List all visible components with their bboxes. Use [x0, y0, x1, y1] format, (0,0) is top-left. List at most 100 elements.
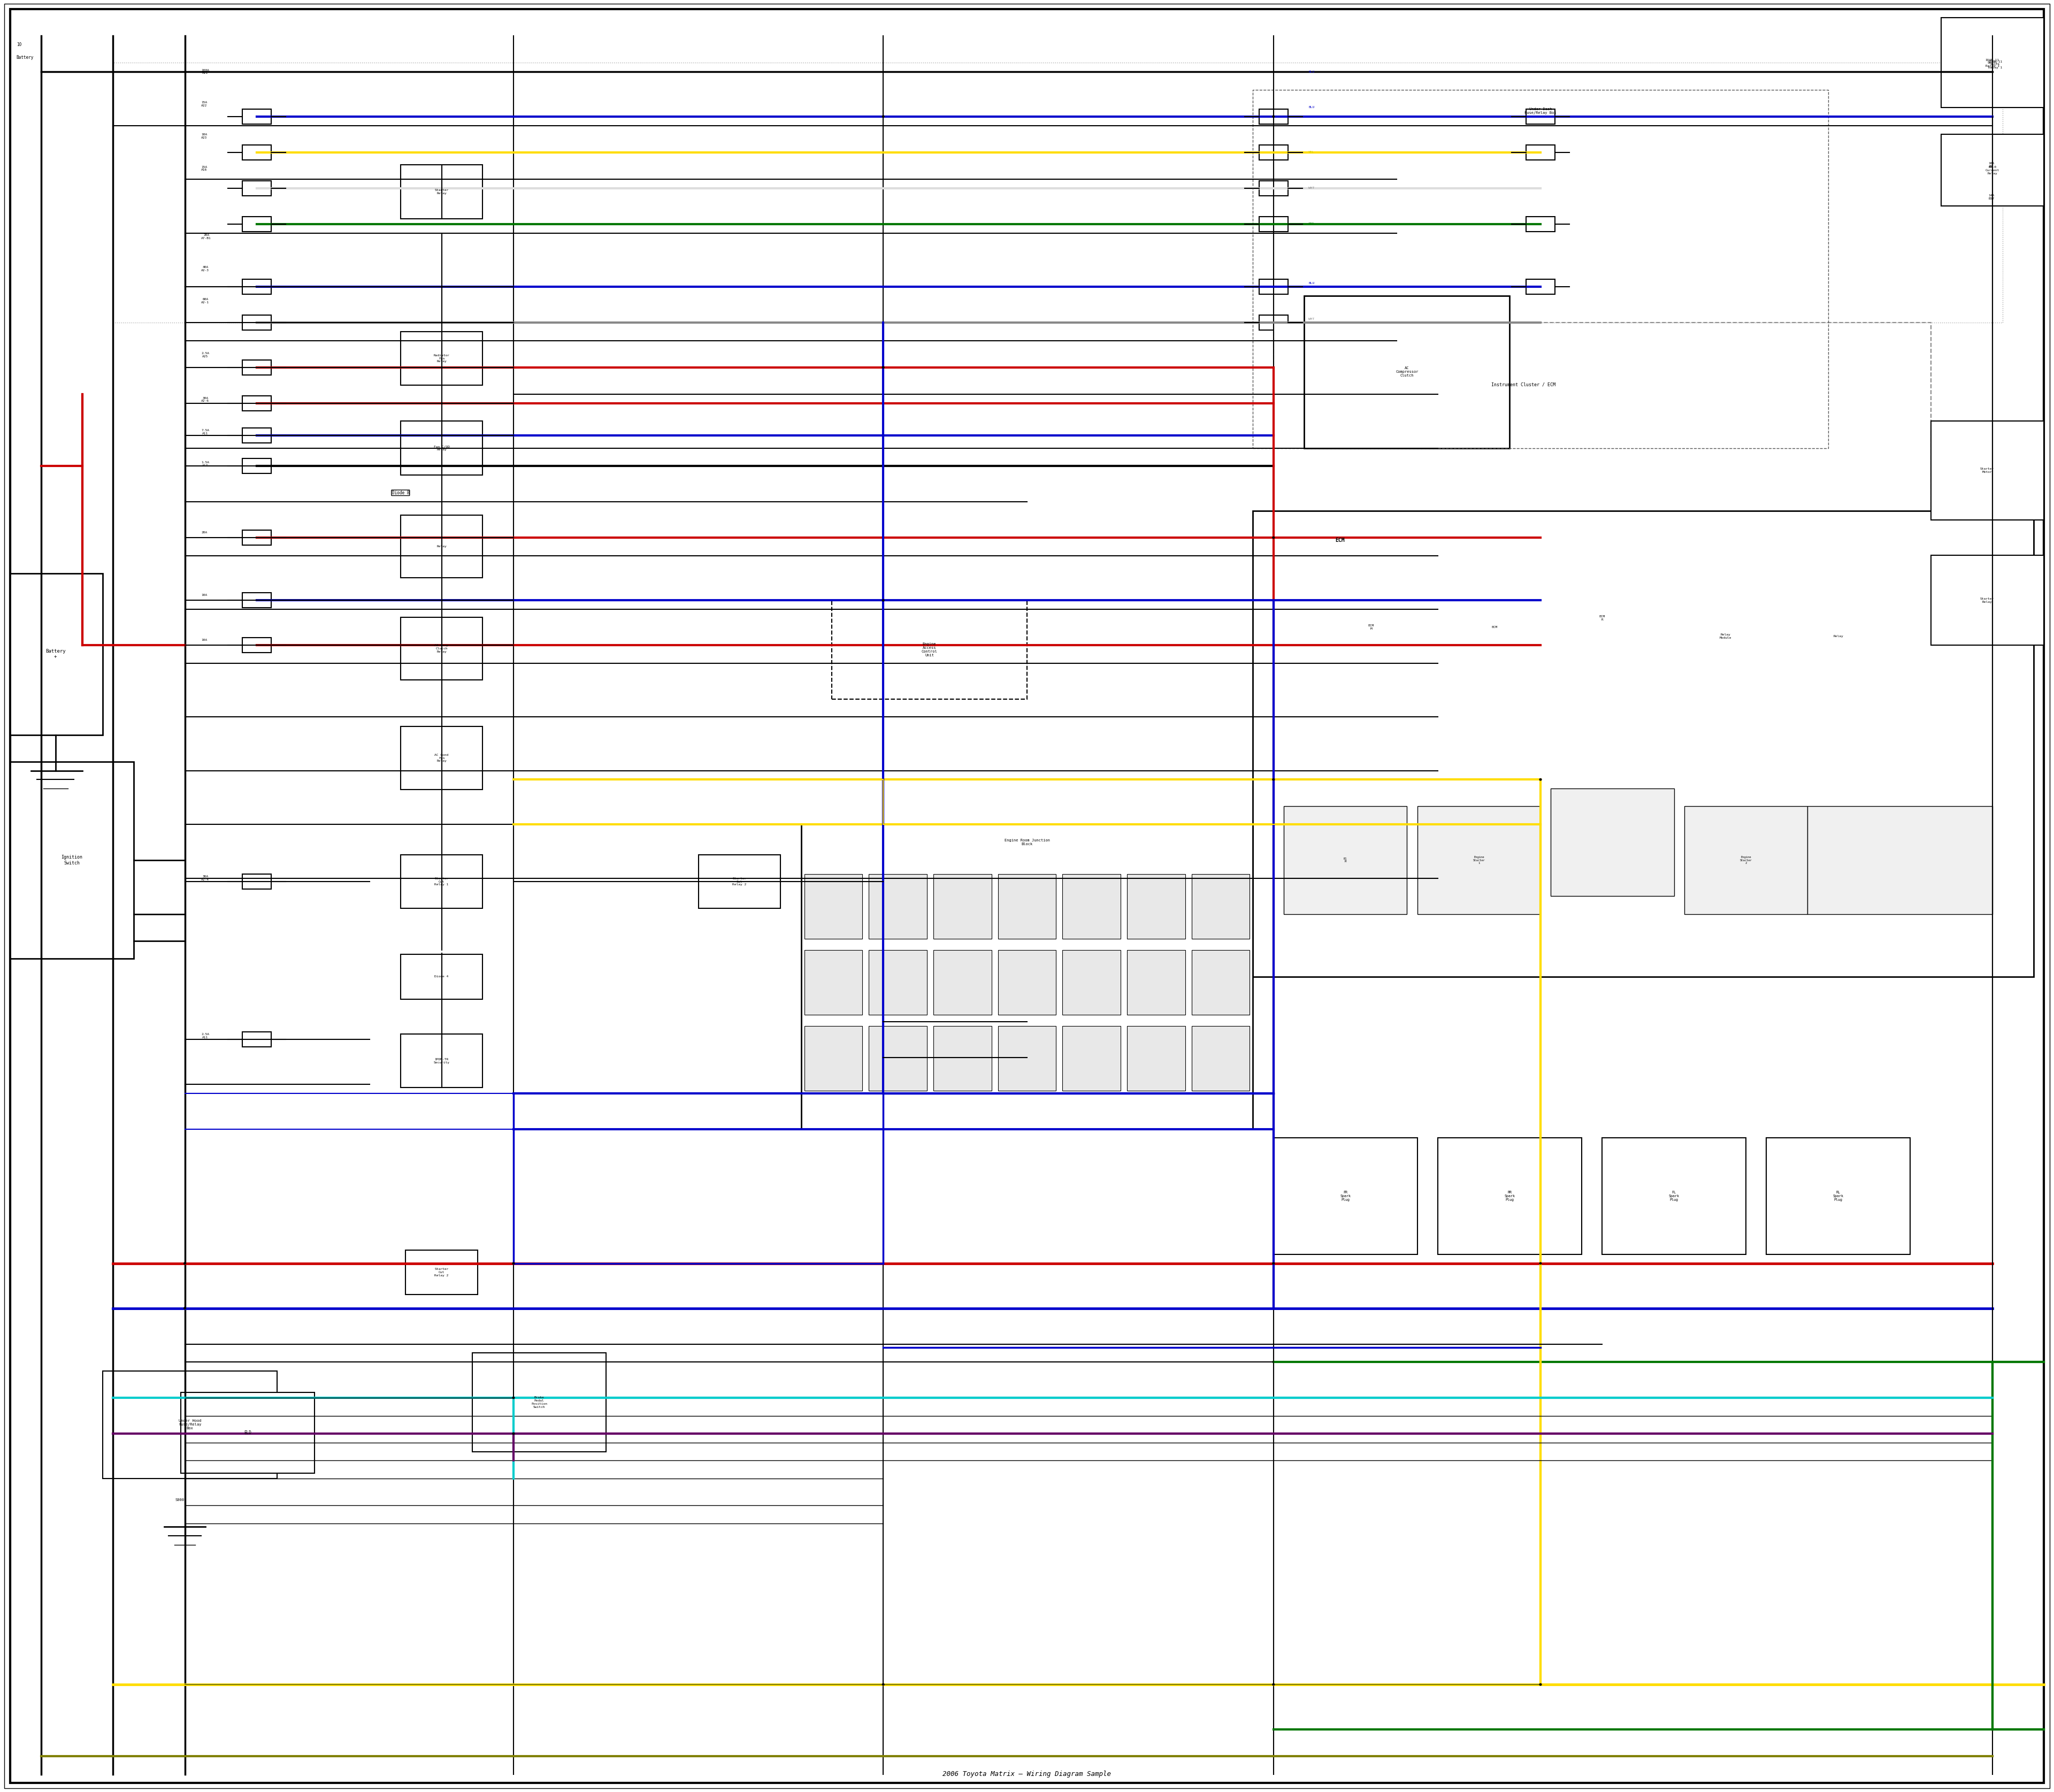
Text: IQAM-11
Shift
Relay 1: IQAM-11 Shift Relay 1 [1988, 61, 2003, 68]
Bar [10, 762, 134, 959]
Text: ECM
M: ECM M [1368, 624, 1374, 631]
Text: Starter
Relay: Starter Relay [1980, 597, 1994, 604]
Text: BLU: BLU [1308, 70, 1315, 73]
Circle shape [511, 1262, 514, 1265]
Bar [1062, 950, 1121, 1014]
Bar [832, 600, 1027, 699]
Bar [1253, 90, 1828, 448]
Bar [869, 950, 926, 1014]
Text: Ignition
Switch: Ignition Switch [62, 855, 82, 866]
Bar [1259, 109, 1288, 124]
Text: Engine
Access
Control
Unit: Engine Access Control Unit [922, 642, 937, 658]
Text: 60A
A2-1: 60A A2-1 [201, 297, 210, 305]
Bar [1808, 806, 1992, 914]
Circle shape [183, 1262, 185, 1265]
Bar [1766, 1138, 1910, 1254]
Text: IQAM-11
Shift
Relay 1: IQAM-11 Shift Relay 1 [1986, 59, 1999, 66]
Text: BLU: BLU [1308, 106, 1315, 109]
Bar [401, 953, 483, 1000]
Bar [805, 1027, 863, 1091]
Text: 15A
A16: 15A A16 [201, 165, 207, 172]
Text: FR
Spark
Plug: FR Spark Plug [1339, 1192, 1352, 1201]
Bar [242, 145, 271, 159]
Bar [998, 874, 1056, 939]
Text: 40A
A2-3: 40A A2-3 [201, 265, 210, 272]
Circle shape [883, 115, 885, 118]
Bar [1797, 591, 1879, 681]
Text: ECM: ECM [1335, 538, 1345, 543]
Bar [869, 874, 926, 939]
Text: 10A
A23: 10A A23 [201, 133, 207, 140]
Bar [242, 396, 271, 410]
Text: Battery
+: Battery + [45, 649, 66, 659]
Bar [998, 950, 1056, 1014]
Bar [10, 573, 103, 735]
Text: GRN: GRN [1308, 222, 1315, 226]
Circle shape [883, 366, 885, 369]
Bar [1438, 573, 1551, 681]
Text: Diode 4: Diode 4 [435, 975, 448, 978]
Text: WHT: WHT [1308, 317, 1315, 321]
Bar [1526, 280, 1555, 294]
Text: Engine Room Junction
Block: Engine Room Junction Block [1004, 839, 1050, 846]
Text: 7.5A
A11: 7.5A A11 [201, 428, 210, 435]
Bar [242, 638, 271, 652]
Text: 14A
B37: 14A B37 [1988, 194, 1994, 201]
Bar [998, 1027, 1056, 1091]
Bar [242, 530, 271, 545]
Bar [801, 824, 1253, 1129]
Bar [242, 360, 271, 375]
Bar [1602, 1138, 1746, 1254]
Bar [1561, 573, 1643, 663]
Text: AC Cond
Fan
Relay: AC Cond Fan Relay [435, 754, 448, 762]
Bar [1191, 1027, 1249, 1091]
Bar [1526, 217, 1555, 231]
Bar [242, 181, 271, 195]
Bar [401, 516, 483, 577]
Bar [242, 459, 271, 473]
Bar [1931, 421, 2044, 520]
Bar [1128, 1027, 1185, 1091]
Text: Starter
Cut
Relay 2: Starter Cut Relay 2 [435, 1269, 448, 1276]
Text: Diode 8: Diode 8 [392, 491, 409, 495]
Bar [242, 428, 271, 443]
Bar [1273, 323, 1931, 735]
Bar [401, 421, 483, 475]
Bar [242, 280, 271, 294]
Bar [1259, 217, 1288, 231]
Bar [242, 593, 271, 607]
Text: YEL: YEL [1308, 151, 1315, 154]
Bar [242, 109, 271, 124]
Bar [181, 1392, 314, 1473]
Text: RR
Spark
Plug: RR Spark Plug [1504, 1192, 1516, 1201]
Bar [1191, 950, 1249, 1014]
Bar [407, 1251, 477, 1294]
Bar [1941, 134, 2044, 206]
Bar [1931, 556, 2044, 645]
Bar [1526, 145, 1555, 159]
Text: Starter
Motor: Starter Motor [1980, 468, 1994, 473]
Text: AC
Compressor
Clutch: AC Compressor Clutch [1395, 367, 1419, 376]
Bar [401, 1034, 483, 1088]
Bar [869, 1027, 926, 1091]
Text: FL
Spark
Plug: FL Spark Plug [1668, 1192, 1680, 1201]
Text: 10A: 10A [201, 638, 207, 645]
Text: Relay
Module: Relay Module [1719, 633, 1732, 640]
Bar [103, 1371, 277, 1478]
Bar [933, 874, 992, 939]
Bar [242, 315, 271, 330]
Text: IPDM-TR
Security: IPDM-TR Security [433, 1057, 450, 1064]
Text: Under Hood
Fuse/Relay
Box: Under Hood Fuse/Relay Box [179, 1419, 201, 1430]
Bar [1062, 1027, 1121, 1091]
Text: 100A
A21: 100A A21 [201, 68, 210, 75]
Text: 10A
B2: 10A B2 [1988, 161, 1994, 168]
Bar [698, 855, 781, 909]
Bar [1438, 1138, 1582, 1254]
Bar [242, 1032, 271, 1047]
Text: 2.5A
A25: 2.5A A25 [201, 351, 210, 358]
Bar [401, 855, 483, 909]
Text: S0001: S0001 [175, 1498, 187, 1502]
Bar [1128, 874, 1185, 939]
Text: BLU: BLU [1308, 281, 1315, 285]
Bar [1062, 874, 1121, 939]
